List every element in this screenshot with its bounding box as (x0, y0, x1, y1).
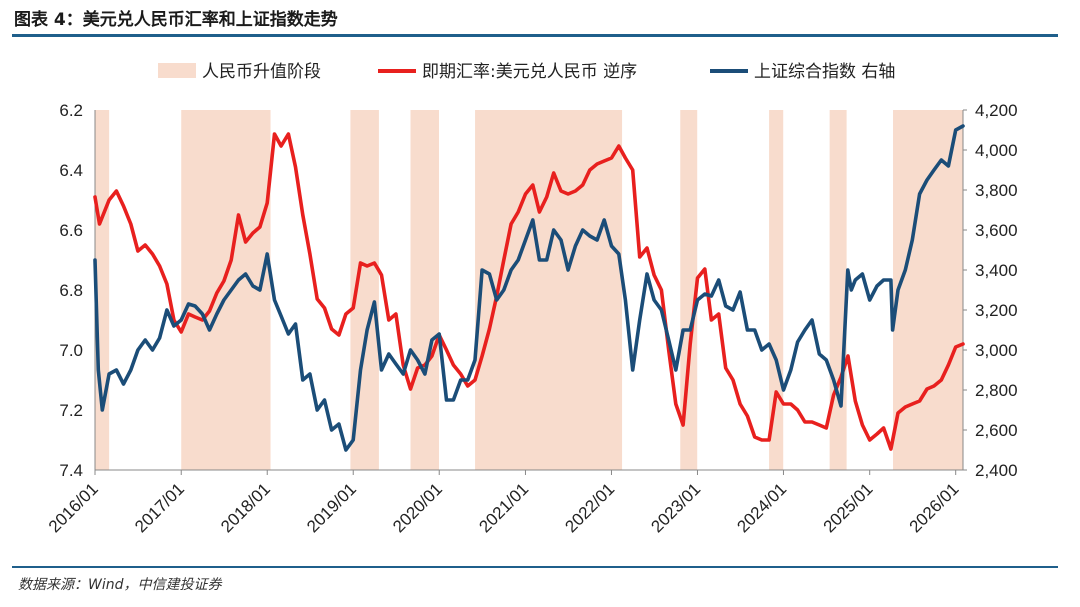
figure-title: 图表 4：美元兑人民币汇率和上证指数走势 (14, 10, 338, 30)
x-tick-label: 2024/01 (733, 479, 790, 536)
source-rule (12, 566, 1058, 568)
right-tick-label: 2,400 (975, 461, 1018, 480)
x-tick-label: 2025/01 (820, 479, 877, 536)
left-tick-label: 6.2 (59, 101, 83, 120)
series-layer (93, 124, 965, 452)
right-tick-label: 2,600 (975, 421, 1018, 440)
appreciation-shading-layer (95, 110, 963, 470)
x-tick-label: 2021/01 (475, 479, 532, 536)
legend-label-cny: 即期汇率:美元兑人民币 逆序 (422, 62, 637, 82)
appreciation-band-8 (893, 110, 963, 470)
right-tick-label: 3,600 (975, 221, 1018, 240)
appreciation-band-3 (410, 110, 439, 470)
right-tick-label: 2,800 (975, 381, 1018, 400)
left-tick-label: 7.4 (59, 461, 83, 480)
sse-composite-line (93, 124, 965, 452)
appreciation-band-5 (680, 110, 698, 470)
x-tick-label: 2016/01 (45, 479, 102, 536)
legend-label-shade: 人民币升值阶段 (202, 62, 321, 82)
right-tick-label: 3,200 (975, 301, 1018, 320)
x-tick-label: 2019/01 (303, 479, 360, 536)
right-tick-label: 3,800 (975, 181, 1018, 200)
title-rule (12, 34, 1058, 37)
appreciation-band-7 (829, 110, 847, 470)
chart-legend: 人民币升值阶段 即期汇率:美元兑人民币 逆序 上证综合指数 右轴 (158, 62, 895, 82)
x-tick-label: 2020/01 (389, 479, 446, 536)
left-tick-label: 6.6 (59, 221, 83, 240)
left-tick-label: 7.0 (59, 341, 83, 360)
right-tick-label: 3,400 (975, 261, 1018, 280)
left-tick-label: 6.4 (59, 161, 83, 180)
x-tick-label: 2026/01 (906, 479, 963, 536)
x-tick-label: 2017/01 (131, 479, 188, 536)
legend-label-sse: 上证综合指数 右轴 (754, 62, 895, 82)
source-note: 数据来源：Wind，中信建投证券 (18, 577, 222, 593)
right-tick-label: 4,000 (975, 141, 1018, 160)
right-tick-label: 4,200 (975, 101, 1018, 120)
left-tick-label: 6.8 (59, 281, 83, 300)
x-tick-label: 2018/01 (217, 479, 274, 536)
appreciation-band-1 (181, 110, 271, 470)
x-tick-label: 2022/01 (561, 479, 618, 536)
legend-swatch-shade (158, 63, 196, 78)
usdcny-rate-line (93, 132, 965, 451)
x-tick-label: 2023/01 (647, 479, 704, 536)
left-tick-label: 7.2 (59, 401, 83, 420)
right-tick-label: 3,000 (975, 341, 1018, 360)
